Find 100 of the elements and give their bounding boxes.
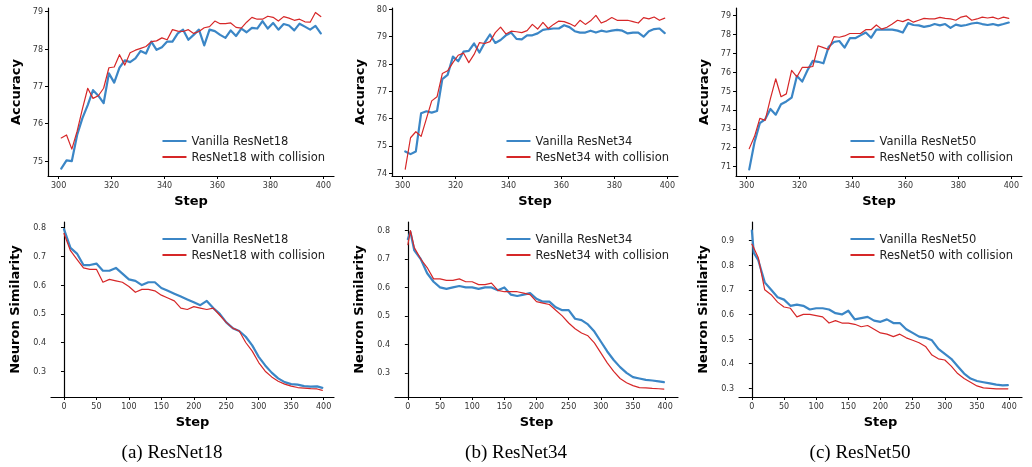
- x-tick-label: 340: [500, 180, 517, 190]
- x-tick-label: 250: [561, 401, 577, 411]
- x-tick-label: 350: [625, 401, 641, 411]
- y-axis-title: Accuracy: [695, 58, 711, 126]
- y-axis-title: Neuron Similarity: [695, 244, 710, 374]
- x-tick-label: 360: [897, 180, 914, 190]
- y-tick-label: 75: [32, 156, 43, 166]
- y-axis-title: Neuron Similarity: [7, 244, 22, 374]
- legend-label: ResNet34 with collision: [535, 150, 670, 164]
- legend-label: Vanilla ResNet34: [535, 232, 633, 246]
- x-tick-label: 320: [791, 180, 808, 190]
- x-tick-label: 360: [553, 180, 570, 190]
- x-tick-label: 400: [315, 401, 332, 411]
- x-tick-label: 380: [950, 180, 967, 190]
- legend-label: Vanilla ResNet50: [879, 134, 977, 148]
- y-tick-label: 77: [32, 81, 43, 91]
- y-tick-label: 72: [720, 143, 731, 153]
- y-tick-label: 71: [720, 162, 731, 172]
- x-tick-label: 200: [528, 401, 545, 411]
- y-tick-label: 0.8: [721, 260, 734, 270]
- legend-label: ResNet18 with collision: [191, 150, 326, 164]
- x-tick-label: 100: [464, 401, 480, 411]
- x-tick-label: 320: [447, 180, 464, 190]
- x-tick-label: 150: [496, 401, 512, 411]
- x-tick-label: 200: [872, 401, 889, 411]
- y-tick-label: 0.4: [33, 337, 46, 347]
- y-tick-label: 75: [720, 86, 731, 96]
- legend-label: Vanilla ResNet50: [879, 232, 977, 246]
- line-series: [748, 15, 1010, 150]
- y-tick-label: 76: [720, 67, 731, 77]
- y-tick-label: 0.7: [377, 254, 390, 264]
- legend-label: ResNet50 with collision: [879, 150, 1014, 164]
- x-tick-label: 380: [606, 180, 623, 190]
- y-tick-label: 0.4: [377, 339, 390, 349]
- x-axis-title: Step: [174, 192, 208, 208]
- text: (b) ResNet34: [465, 441, 568, 463]
- x-tick-label: 300: [251, 401, 267, 411]
- y-tick-label: 73: [720, 124, 731, 134]
- y-tick-label: 0.5: [33, 309, 46, 319]
- legend-label: Vanilla ResNet18: [191, 134, 289, 148]
- x-tick-label: 0: [405, 401, 411, 411]
- x-axis-title: Step: [863, 413, 898, 429]
- y-tick-label: 0.8: [33, 223, 46, 233]
- x-tick-label: 100: [808, 401, 824, 411]
- x-tick-label: 400: [1003, 180, 1020, 190]
- text: (a) ResNet18: [121, 441, 223, 463]
- x-tick-label: 300: [937, 401, 953, 411]
- x-tick-label: 300: [593, 401, 609, 411]
- y-tick-label: 76: [376, 114, 387, 124]
- y-tick-label: 0.7: [721, 285, 734, 295]
- y-tick-label: 76: [32, 119, 43, 129]
- x-axis-title: Step: [518, 192, 552, 208]
- x-tick-label: 350: [283, 401, 299, 411]
- x-tick-label: 50: [434, 401, 446, 411]
- y-axis-title: Accuracy: [7, 58, 23, 126]
- x-tick-label: 400: [657, 401, 673, 411]
- legend-label: ResNet50 with collision: [879, 248, 1014, 262]
- legend-label: ResNet18 with collision: [191, 248, 326, 262]
- x-tick-label: 150: [153, 401, 169, 411]
- x-axis-title: Step: [519, 413, 554, 429]
- x-tick-label: 400: [315, 180, 332, 190]
- x-tick-label: 200: [186, 401, 202, 411]
- x-tick-label: 400: [1001, 401, 1017, 411]
- line-series: [60, 19, 322, 170]
- line-series: [748, 21, 1010, 171]
- x-tick-label: 150: [840, 401, 856, 411]
- y-tick-label: 0.6: [721, 309, 734, 319]
- x-axis-title: Step: [862, 192, 896, 208]
- x-axis-title: Step: [175, 413, 210, 429]
- y-tick-label: 0.3: [721, 383, 734, 393]
- y-axis-title: Accuracy: [351, 58, 367, 126]
- y-tick-label: 74: [720, 105, 731, 115]
- y-tick-label: 78: [32, 44, 43, 54]
- x-tick-label: 350: [969, 401, 985, 411]
- x-tick-label: 300: [738, 180, 755, 190]
- y-tick-label: 0.5: [377, 311, 390, 321]
- x-tick-label: 340: [844, 180, 861, 190]
- legend-label: ResNet34 with collision: [535, 248, 670, 262]
- line-series: [404, 14, 666, 170]
- x-tick-label: 100: [121, 401, 137, 411]
- x-tick-label: 320: [103, 180, 120, 190]
- line-series: [60, 11, 322, 150]
- y-tick-label: 77: [720, 48, 731, 58]
- y-tick-label: 75: [376, 141, 387, 151]
- x-tick-label: 300: [394, 180, 411, 190]
- legend-label: Vanilla ResNet18: [191, 232, 289, 246]
- y-axis-title: Neuron Similarity: [351, 244, 366, 374]
- text: (c) ResNet50: [809, 441, 911, 463]
- x-tick-label: 0: [61, 401, 67, 411]
- y-tick-label: 78: [720, 29, 731, 39]
- x-tick-label: 400: [659, 180, 676, 190]
- y-tick-label: 0.4: [721, 359, 734, 369]
- x-tick-label: 50: [91, 401, 102, 411]
- y-tick-label: 79: [720, 11, 731, 21]
- y-tick-label: 0.3: [33, 366, 46, 376]
- y-tick-label: 78: [376, 59, 387, 69]
- y-tick-label: 0.8: [377, 226, 390, 236]
- x-tick-label: 250: [905, 401, 921, 411]
- y-tick-label: 80: [376, 4, 387, 14]
- y-tick-label: 0.9: [721, 235, 734, 245]
